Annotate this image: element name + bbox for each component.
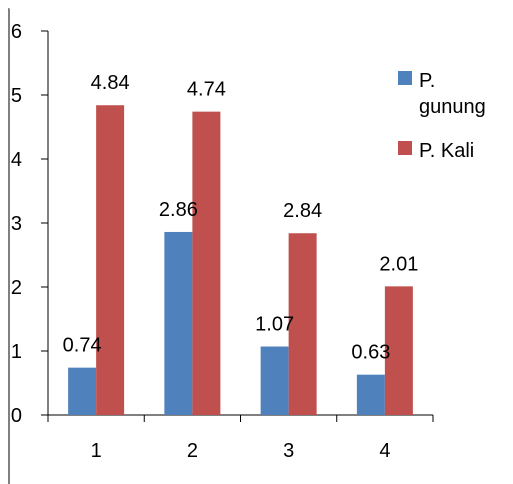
data-label: 0.63	[351, 342, 390, 364]
data-label: 2.84	[283, 200, 322, 222]
bars	[68, 105, 413, 416]
legend-label: gunung	[419, 96, 486, 118]
bar-kali-4	[384, 286, 413, 415]
data-labels: 0.74 2.86 1.07 0.63 4.84 4.74 2.84 2.01	[63, 72, 419, 363]
legend-swatch	[398, 141, 412, 155]
bar-gunung-4	[356, 374, 385, 415]
bar-kali-2	[192, 111, 221, 415]
x-tick-label: 4	[379, 440, 390, 462]
y-tick-label: 0	[11, 405, 22, 427]
data-label: 0.74	[63, 335, 102, 357]
data-label: 1.07	[255, 314, 294, 336]
bar-kali-1	[96, 105, 125, 416]
data-label: 2.01	[379, 253, 418, 275]
legend: P. gunung P. Kali	[398, 70, 486, 162]
bar-gunung-2	[164, 231, 193, 415]
y-tick-label: 5	[11, 85, 22, 107]
legend-swatch	[398, 71, 412, 85]
y-tick-label: 6	[11, 21, 22, 43]
bar-gunung-1	[68, 367, 97, 415]
y-tick-label: 2	[11, 277, 22, 299]
data-label: 4.74	[187, 79, 226, 101]
y-tick-label: 4	[11, 149, 22, 171]
y-tick-label: 3	[11, 213, 22, 235]
x-tick-label: 3	[283, 440, 294, 462]
bar-gunung-3	[260, 346, 289, 415]
bar-kali-3	[288, 233, 317, 415]
x-tick-label: 1	[91, 440, 102, 462]
legend-label: P. Kali	[419, 140, 474, 162]
y-tick-label: 1	[11, 341, 22, 363]
data-label: 2.86	[159, 199, 198, 221]
legend-label: P.	[419, 70, 435, 92]
x-tick-label: 2	[187, 440, 198, 462]
data-label: 4.84	[91, 72, 130, 94]
